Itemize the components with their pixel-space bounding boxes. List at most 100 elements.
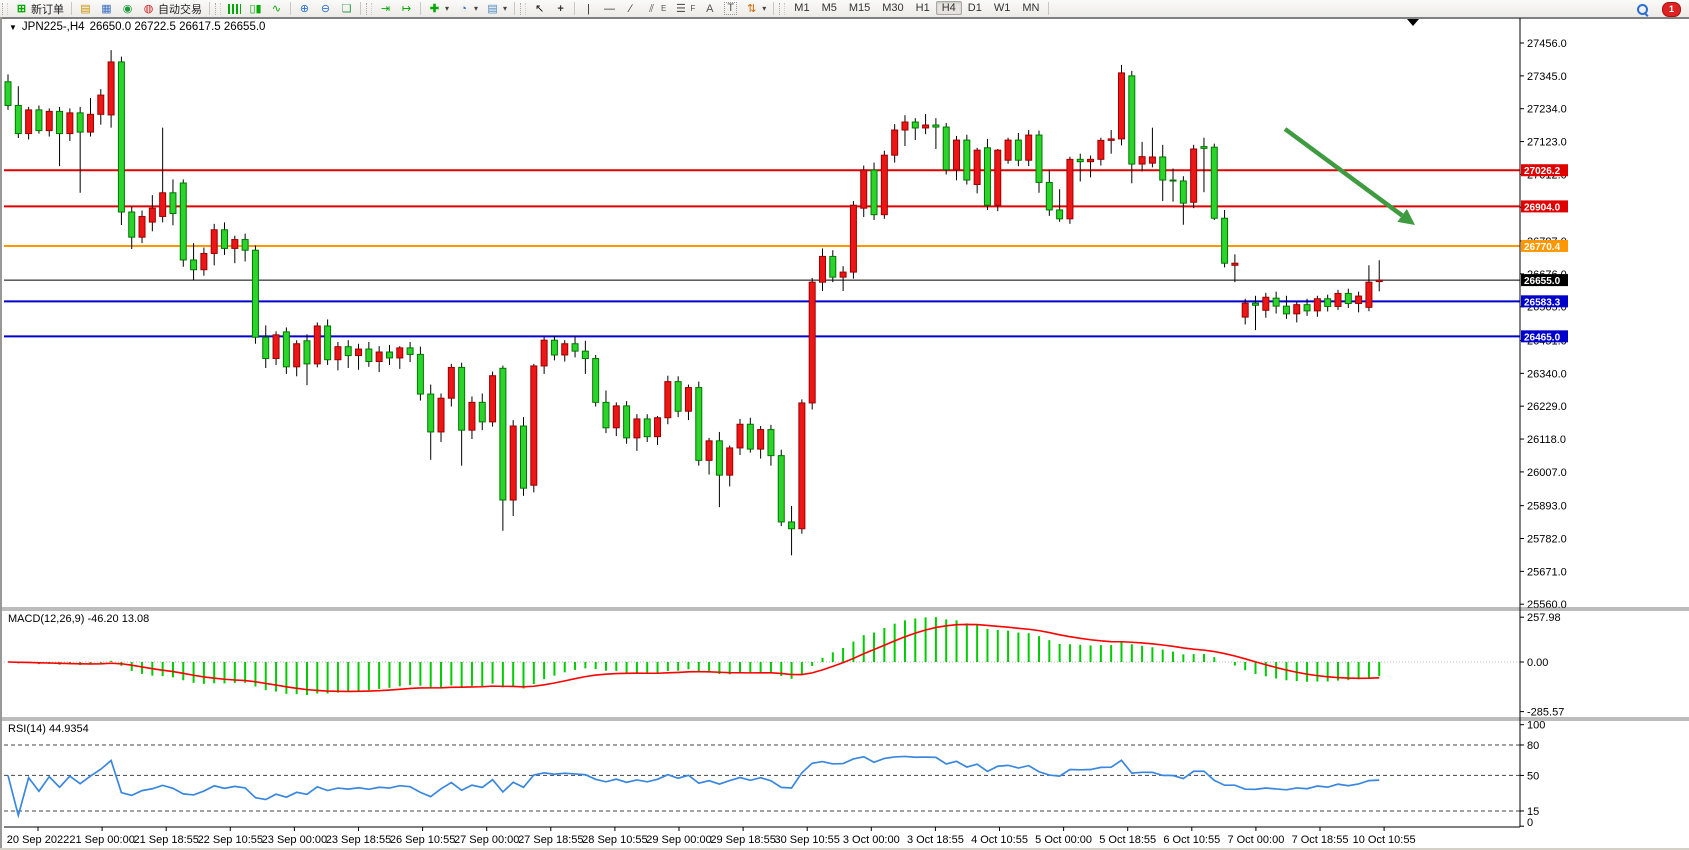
candle-body bbox=[4, 81, 12, 106]
candle-body bbox=[159, 192, 167, 217]
channel-sub-label: E bbox=[661, 4, 667, 13]
data-window-button[interactable]: ▦ bbox=[96, 0, 117, 17]
candle-body bbox=[251, 249, 259, 338]
candle-body bbox=[313, 325, 321, 365]
zoom-out-button[interactable]: ⊖ bbox=[315, 0, 336, 17]
candle-body bbox=[1087, 158, 1095, 163]
candle-body bbox=[726, 447, 734, 476]
chart-canvas[interactable]: 27456.027345.027234.027123.027012.026901… bbox=[2, 17, 1689, 848]
arrows-tool-button[interactable]: ⇅ ▾ bbox=[741, 0, 770, 17]
cursor-button[interactable]: ↖ bbox=[529, 0, 550, 17]
status-bar-edge bbox=[0, 848, 1689, 850]
candle-body bbox=[1169, 179, 1177, 182]
price-tag bbox=[1521, 330, 1568, 343]
candle-body bbox=[530, 365, 538, 486]
line-chart-button[interactable]: ∿ bbox=[266, 0, 287, 17]
price-tag bbox=[1521, 274, 1568, 287]
candle-body bbox=[1179, 180, 1187, 204]
candle-body bbox=[880, 154, 888, 216]
chart-window[interactable]: 27456.027345.027234.027123.027012.026901… bbox=[0, 17, 1689, 848]
date-tick-label: 26 Sep 10:55 bbox=[390, 834, 455, 846]
tile-windows-button[interactable]: ❏ bbox=[336, 0, 357, 17]
trendline-button[interactable]: ∕ bbox=[620, 0, 641, 17]
candlestick-button[interactable]: ▯▮ bbox=[245, 0, 266, 17]
date-tick-label: 10 Oct 10:55 bbox=[1353, 834, 1416, 846]
date-tick-label: 4 Oct 10:55 bbox=[971, 834, 1028, 846]
timeframe-button-m5[interactable]: M5 bbox=[821, 2, 837, 14]
market-watch-button[interactable]: ▤ bbox=[75, 0, 96, 17]
timeframe-button-m1[interactable]: M1 bbox=[794, 2, 810, 14]
auto-scroll-button[interactable]: ⇥ bbox=[375, 0, 396, 17]
date-tick-label: 29 Sep 18:55 bbox=[710, 834, 775, 846]
indicators-button[interactable]: ✚ ▾ bbox=[424, 0, 453, 17]
candle-body bbox=[1221, 217, 1229, 264]
periods-button[interactable]: ◔ ▾ bbox=[453, 0, 482, 17]
candle-body bbox=[97, 94, 105, 115]
community-button[interactable]: 1 bbox=[1658, 1, 1685, 18]
candle-body bbox=[994, 149, 1002, 206]
candle-body bbox=[1355, 295, 1363, 304]
candle-body bbox=[499, 367, 507, 501]
date-tick-label: 23 Sep 18:55 bbox=[326, 834, 391, 846]
new-order-label: 新订单 bbox=[31, 3, 64, 16]
candle-body bbox=[66, 112, 74, 135]
timeframe-button-h4[interactable]: H4 bbox=[935, 1, 962, 15]
horizontal-line-button[interactable]: — bbox=[599, 0, 620, 17]
timeframe-button-m15[interactable]: M15 bbox=[848, 2, 871, 14]
toolbar-grip[interactable] bbox=[2, 2, 8, 15]
candle-body bbox=[1303, 304, 1311, 312]
text-tool-icon: A bbox=[706, 2, 714, 15]
candle-body bbox=[1107, 138, 1115, 141]
candle-body bbox=[664, 381, 672, 419]
fibonacci-button[interactable]: ☰ F bbox=[670, 0, 699, 17]
candle-body bbox=[705, 440, 713, 461]
date-tick-label: 5 Oct 00:00 bbox=[1035, 834, 1092, 846]
candle-body bbox=[849, 204, 857, 273]
timeframe-button-d1[interactable]: D1 bbox=[967, 2, 982, 14]
new-order-button[interactable]: ⊞ 新订单 bbox=[11, 0, 68, 17]
text-label-button[interactable]: T bbox=[720, 0, 741, 17]
timeframe-button-mn[interactable]: MN bbox=[1022, 2, 1040, 14]
candle-body bbox=[1076, 158, 1084, 163]
candle-body bbox=[1375, 279, 1383, 283]
crosshair-button[interactable]: + bbox=[550, 0, 571, 17]
candle-body bbox=[818, 255, 826, 283]
rsi-tick-label: 15 bbox=[1527, 806, 1539, 818]
templates-button[interactable]: ▤ ▾ bbox=[482, 0, 511, 17]
candle-body bbox=[1272, 297, 1280, 307]
zoom-in-button[interactable]: ⊕ bbox=[294, 0, 315, 17]
candle-body bbox=[231, 239, 239, 249]
price-tick-label: 27123.0 bbox=[1527, 137, 1567, 149]
candle-body bbox=[612, 405, 620, 429]
timeframe-button-h1[interactable]: H1 bbox=[915, 2, 930, 14]
line-chart-icon: ∿ bbox=[271, 2, 282, 15]
candle-body bbox=[1241, 302, 1249, 318]
bar-chart-icon bbox=[228, 4, 241, 14]
tile-windows-icon: ❏ bbox=[341, 2, 352, 15]
arrows-tool-icon: ⇅ bbox=[747, 2, 757, 15]
search-button[interactable] bbox=[1633, 1, 1652, 18]
chart-shift-button[interactable]: ↦ bbox=[396, 0, 417, 17]
date-tick-label: 5 Oct 18:55 bbox=[1099, 834, 1156, 846]
navigator-button[interactable]: ◉ bbox=[117, 0, 138, 17]
text-tool-button[interactable]: A bbox=[699, 0, 720, 17]
candle-body bbox=[437, 397, 445, 433]
candle-body bbox=[1262, 296, 1270, 311]
price-tick-label: 26340.0 bbox=[1527, 368, 1567, 380]
timeframe-button-m30[interactable]: M30 bbox=[882, 2, 904, 14]
price-tag bbox=[1521, 295, 1568, 308]
candle-body bbox=[922, 124, 930, 129]
candle-body bbox=[777, 455, 785, 523]
vertical-line-button[interactable]: | bbox=[578, 0, 599, 17]
autotrading-button[interactable]: ◍ 自动交易 bbox=[138, 0, 206, 17]
candle-body bbox=[901, 121, 909, 131]
date-tick-label: 7 Oct 00:00 bbox=[1227, 834, 1284, 846]
timeframe-button-w1[interactable]: W1 bbox=[993, 2, 1011, 14]
text-label-icon: T bbox=[724, 2, 738, 15]
equidistant-channel-button[interactable]: ⫽ E bbox=[641, 0, 670, 17]
zoom-out-icon: ⊖ bbox=[320, 2, 331, 15]
candle-body bbox=[334, 346, 342, 361]
macd-tick-label: -285.57 bbox=[1527, 707, 1564, 719]
bar-chart-button[interactable] bbox=[224, 0, 245, 17]
search-icon bbox=[1637, 4, 1649, 17]
